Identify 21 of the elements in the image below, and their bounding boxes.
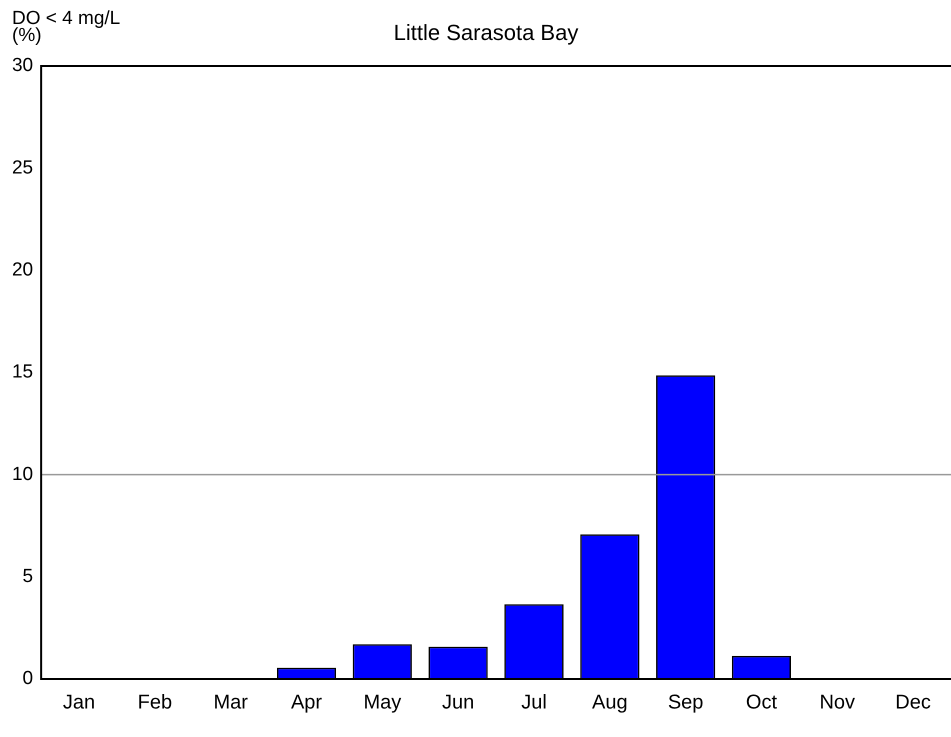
x-tick-label: Feb [138,692,172,714]
x-tick-label: Nov [819,692,856,714]
x-tick-label: Sep [668,692,704,714]
y-axis-title: DO < 4 mg/L (%) [12,8,120,46]
chart-title: Little Sarasota Bay [394,20,578,45]
x-tick-label: Apr [290,692,322,714]
x-tick-label: Mar [213,692,248,714]
x-tick-label: Jan [62,692,96,714]
y-tick-label: 5 [22,566,34,588]
x-tick-label: Dec [895,692,931,714]
x-tick-label: May [363,692,402,714]
x-tick-label: Jul [521,692,547,714]
y-tick-label: 0 [22,668,34,690]
y-tick-label: 25 [12,157,34,178]
x-tick-label: Jun [442,692,474,714]
y-tick-label: 30 [12,55,34,76]
y-tick-label: 15 [12,362,34,383]
y-tick-label: 20 [12,260,34,281]
x-tick-label: Oct [746,692,778,714]
x-tick-label: Aug [592,692,628,714]
y-tick-label: 10 [12,464,34,485]
